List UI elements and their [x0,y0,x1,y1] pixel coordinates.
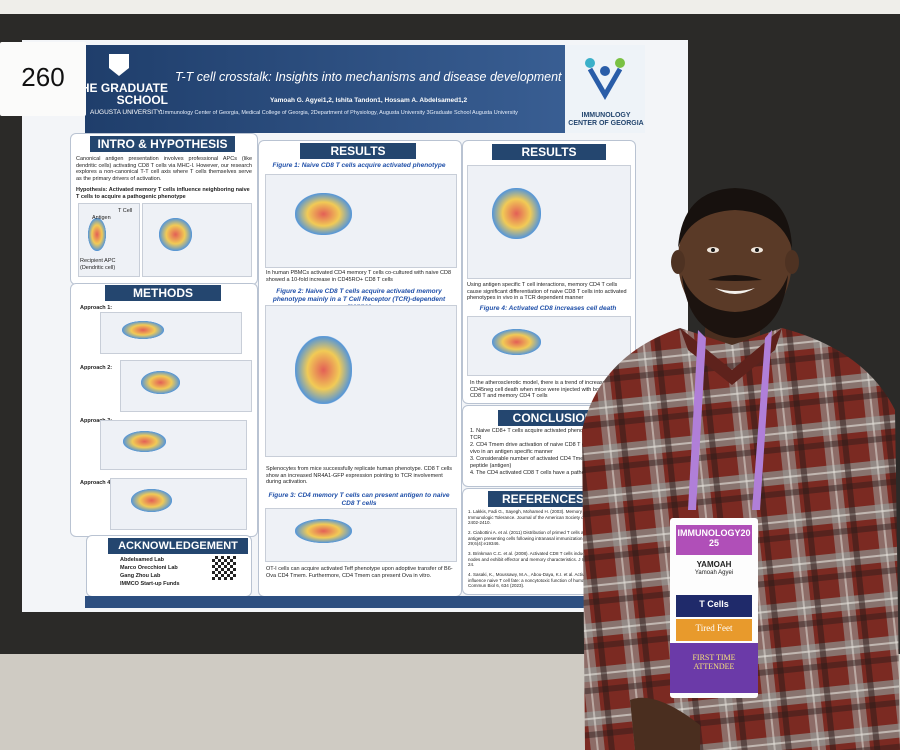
badge-event: IMMUNOLOGY2025 [677,528,751,548]
acknowledgement-item: IMMCO Start-up Funds [120,581,180,587]
poster-footer [85,596,645,608]
figure-text: In the atherosclerotic model, there is a… [470,380,619,399]
figure [265,508,457,562]
poster-title: T-T cell crosstalk: Insights into mechan… [175,70,562,84]
person [582,188,900,750]
figure-text: Using antigen specific T cell interactio… [467,282,627,301]
figure-title: Figure 3: CD4 memory T cells can present… [268,492,450,507]
approach-label: Approach 2: [80,365,113,371]
ribbon: T Cells [699,599,729,609]
section-heading: REFERENCES [488,491,598,507]
section-heading: ACKNOWLEDGEMENT [108,538,248,554]
section-heading: METHODS [105,285,221,301]
approach-label: Approach 4: [80,480,113,486]
figure [467,165,631,279]
ribbon: FIRST TIME ATTENDEE [692,653,736,671]
center-name: IMMUNOLOGY CENTER OF GEORGIA [568,112,644,127]
method-diagram [100,312,242,354]
diagram-label: Antigen [92,215,111,221]
section-heading: RESULTS [492,144,606,160]
badge-full-name: Yamoah Agyei [694,570,734,576]
board-number: 260 [21,62,65,92]
center-logo-area [565,45,645,133]
board-number-card [0,42,86,116]
intro-text: Canonical antigen presentation involves … [76,156,252,182]
section-heading: INTRO & HYPOTHESIS [90,136,235,152]
poster-header [85,45,645,133]
reference: 2. Ciabottini A. et al. (2011) Distribut… [468,530,623,546]
center-logo [585,58,625,100]
section-heading: RESULTS [300,143,416,159]
conclusion-item: 3. Considerable number of activated CD4 … [470,456,619,469]
conclusion-item: 1. Naive CD8+ T cells acquire activated … [470,428,623,441]
figure [467,316,631,376]
hypothesis: Hypothesis: Activated memory T cells inf… [76,187,250,200]
acknowledgement-item: Gang Zhou Lab [120,573,161,579]
figure-title: Figure 4: Activated CD8 increases cell d… [479,305,617,312]
badge-name: YAMOAH [696,560,732,569]
intro-diagram [142,203,252,277]
reference: 1. Lakkis, Fadi G., Sayegh, Mohamed H. (… [468,509,625,525]
figure-text: OT-I cells can acquire activated Teff ph… [266,566,453,579]
figure-title: Figure 1: Naive CD8 T cells acquire acti… [272,162,446,169]
reference: 3. Brinkman C.C. et al. (2008). Activate… [468,551,628,567]
acknowledgement-item: Abdelsamed Lab [120,557,165,563]
affiliations: 1Immunology Center of Georgia, Medical C… [160,110,518,116]
figure-text: In human PBMCs activated CD4 memory T ce… [266,270,452,283]
diagram-label: T Cell [118,208,133,214]
acknowledgement-item: Marco Orecchioni Lab [120,565,178,571]
diagram-label: Recipient APC (Dendritic cell) [80,258,116,271]
conclusion-item: 2. CD4 Tmem drive activation of naive CD… [470,442,628,455]
authors: Yamoah G. Agyei1,2, Ishita Tandon1, Hoss… [270,97,468,104]
figure [265,174,457,268]
university: AUGUSTA UNIVERSITY [90,109,162,116]
section-heading: CONCLUSION [498,410,608,426]
school-logo [109,54,129,76]
method-diagram [110,478,247,530]
ribbon: Tired Feet [695,623,733,633]
figure-text: Splenocytes from mice successfully repli… [266,466,452,485]
figure [265,305,457,457]
method-diagram [100,420,247,470]
conclusion-item: 4. The CD4 activated CD8 T cells have a … [470,470,626,476]
school: THE GRADUATE SCHOOL [73,81,168,107]
intro-diagram [78,203,140,277]
method-diagram [120,360,252,412]
reference: 4. Sasaki, K., Moussawy, M.A., Abou-Daya… [468,572,625,588]
wall [0,0,900,14]
qr-code [212,556,236,580]
approach-label: Approach 1: [80,305,113,311]
approach-label: Approach 3: [80,418,113,424]
